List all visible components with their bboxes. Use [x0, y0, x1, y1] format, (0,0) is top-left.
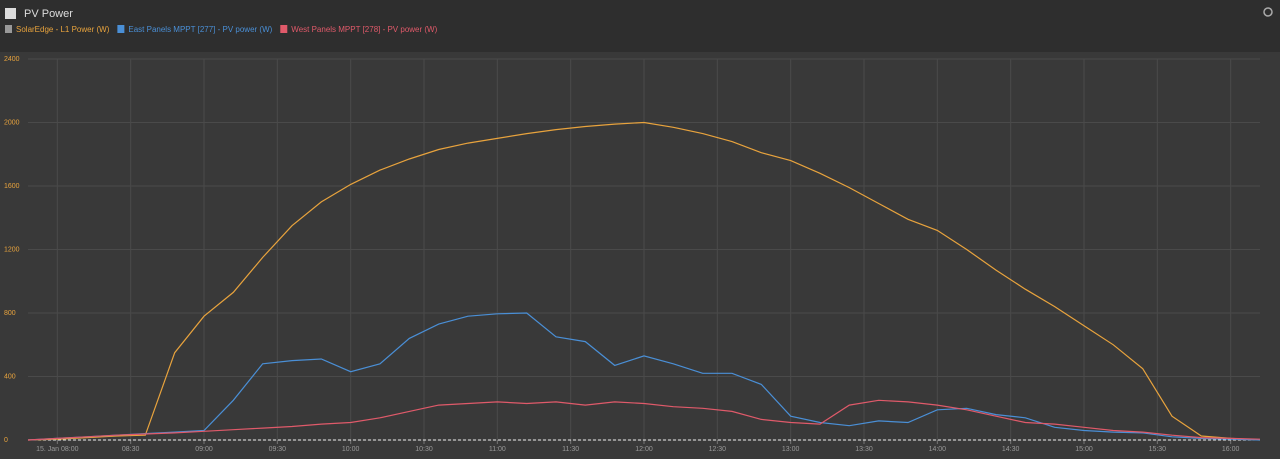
y-tick-label: 2000 [4, 119, 20, 126]
series-line [27, 121, 1261, 441]
y-tick-label: 0 [4, 437, 8, 444]
x-tick-label: 08:30 [122, 446, 140, 453]
x-tick-label: 10:00 [342, 446, 360, 453]
settings-icon[interactable] [1263, 7, 1273, 17]
header [0, 0, 1280, 52]
x-tick-label: 13:00 [782, 446, 800, 453]
x-tick-label: 09:00 [195, 446, 213, 453]
x-tick-label: 11:00 [489, 446, 506, 453]
legend-swatch [280, 25, 288, 33]
legend-label: SolarEdge - L1 Power (W) [16, 25, 110, 34]
legend-swatch [5, 25, 12, 33]
x-tick-label: 16:00 [1222, 446, 1240, 453]
legend-label: East Panels MPPT [277] - PV power (W) [128, 25, 272, 34]
legend-label: West Panels MPPT [278] - PV power (W) [291, 25, 437, 34]
y-tick-label: 1600 [4, 183, 20, 190]
x-tick-label: 15:00 [1075, 446, 1093, 453]
x-tick-label: 15:30 [1149, 446, 1167, 453]
y-tick-label: 2400 [4, 56, 20, 63]
x-tick-label: 15. Jan 08:00 [36, 446, 79, 453]
x-tick-label: 12:30 [709, 446, 727, 453]
x-tick-label: 12:00 [635, 446, 653, 453]
x-tick-label: 13:30 [855, 446, 873, 453]
x-tick-label: 10:30 [415, 446, 433, 453]
series-line [27, 399, 1261, 441]
series-line [27, 312, 1261, 441]
legend-swatch [117, 25, 125, 33]
chart-icon [5, 8, 16, 19]
x-tick-label: 09:30 [269, 446, 287, 453]
chart-title: PV Power [24, 8, 73, 20]
x-tick-label: 11:30 [562, 446, 579, 453]
x-tick-label: 14:00 [929, 446, 947, 453]
y-tick-label: 400 [4, 373, 16, 380]
y-tick-label: 800 [4, 310, 16, 317]
x-tick-label: 14:30 [1002, 446, 1020, 453]
y-tick-label: 1200 [4, 246, 20, 253]
